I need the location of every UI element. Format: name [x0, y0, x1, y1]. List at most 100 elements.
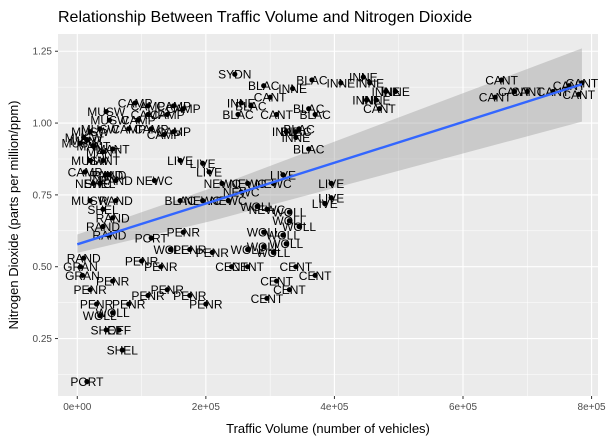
data-point-label: LIVE: [196, 165, 222, 179]
data-point: [158, 264, 164, 270]
data-point-label: INNE: [352, 94, 381, 108]
data-point-label: PORT: [70, 375, 104, 389]
data-point: [100, 206, 106, 212]
data-point: [100, 223, 106, 230]
data-point-label: BLAC: [164, 194, 196, 208]
data-point: [138, 258, 145, 264]
data-point: [97, 312, 103, 319]
data-point-label: SHEL: [84, 177, 116, 191]
data-point: [90, 143, 96, 149]
x-tick-label: 4e+05: [320, 402, 349, 413]
data-point-label: MANT: [86, 154, 121, 168]
data-point-label: CANT: [479, 91, 512, 105]
data-point: [200, 198, 206, 204]
data-point: [228, 264, 235, 270]
data-point-label: CENT: [273, 283, 306, 297]
y-axis-ticks: 0.25 0.50 0.75 1.00 1.25: [33, 47, 58, 345]
data-point-label: MUSW: [81, 122, 120, 136]
data-point: [200, 160, 206, 166]
data-point-label: PENR: [112, 298, 146, 312]
data-point-label: CAMP: [147, 128, 182, 142]
data-point: [77, 140, 84, 146]
data-point-label: WOLL: [247, 226, 281, 240]
data-point-label: SYDN: [218, 68, 251, 82]
data-point-label: BLAC: [280, 125, 312, 139]
data-point-label: PENR: [73, 283, 107, 297]
data-point: [100, 157, 106, 164]
data-point: [87, 287, 93, 293]
data-point: [177, 157, 183, 164]
data-point: [100, 149, 106, 155]
data-point: [363, 97, 370, 103]
data-point: [373, 97, 379, 103]
data-point-label: OFF: [107, 323, 131, 337]
data-point: [84, 137, 90, 143]
plot-panel: [58, 34, 598, 396]
data-point-label: CAMP: [111, 122, 146, 136]
data-points: [77, 71, 585, 385]
data-point: [84, 379, 90, 385]
data-point: [103, 108, 109, 115]
data-point-label: BLAC: [248, 79, 280, 93]
data-point: [273, 278, 280, 284]
data-point: [283, 129, 289, 135]
data-point-label: WOLL: [256, 246, 290, 260]
data-point: [338, 80, 344, 86]
data-point-label: PENR: [173, 289, 207, 303]
data-point-label: PORT: [135, 231, 169, 245]
data-point-label: PENR: [80, 298, 114, 312]
data-point-label: MUSW: [62, 137, 101, 151]
x-axis-title: Traffic Volume (number of vehicles): [226, 421, 430, 436]
data-point-label: CAMP: [166, 102, 201, 116]
data-point-label: BLAC: [299, 108, 331, 122]
y-tick-label: 0.50: [33, 262, 53, 273]
data-point: [79, 272, 86, 278]
data-point-label: CAMP: [150, 108, 185, 122]
data-point: [171, 103, 177, 109]
data-point-label: CENT: [215, 260, 248, 274]
data-point-label: CAMP: [131, 108, 166, 122]
data-point: [261, 83, 267, 89]
data-point-label: MANT: [96, 142, 131, 156]
data-point: [254, 203, 260, 209]
data-point: [106, 117, 113, 123]
data-point-label: CAMP: [131, 99, 166, 113]
data-point-label: WOLL: [153, 243, 187, 257]
data-point-label: WOLL: [96, 306, 130, 320]
data-point: [113, 198, 119, 204]
data-point: [132, 100, 138, 106]
data-point: [306, 106, 312, 112]
data-point: [309, 77, 315, 83]
data-point-label: CAMP: [121, 114, 156, 128]
x-tick-label: 2e+05: [192, 402, 221, 413]
data-point-label: CAMP: [134, 122, 169, 136]
data-point-label: WOLL: [272, 206, 306, 220]
x-tick-label: 6e+05: [449, 402, 478, 413]
data-point-label: INNE: [327, 76, 356, 90]
x-axis-ticks: 0e+00 2e+05 4e+05 6e+05 8e+05: [63, 396, 606, 413]
data-point-label: CANT: [260, 108, 293, 122]
data-point-label: INNE: [381, 85, 410, 99]
data-point: [312, 111, 318, 118]
data-point: [203, 301, 209, 307]
data-point: [312, 272, 318, 278]
trend-line-layer: [76, 83, 583, 246]
data-point: [110, 215, 116, 221]
x-tick-label: 0e+00: [63, 402, 92, 413]
data-point-label: INNE: [227, 96, 256, 110]
data-point: [103, 327, 109, 333]
data-point-label: BLAC: [222, 108, 254, 122]
data-point-label: WOLL: [272, 214, 306, 228]
data-point: [113, 177, 119, 184]
data-point: [245, 264, 251, 270]
y-tick-label: 0.75: [33, 190, 53, 201]
data-point-label: INNE: [349, 71, 378, 85]
data-point: [245, 180, 251, 186]
data-point: [376, 106, 383, 112]
data-point-label: INNE: [355, 76, 384, 90]
data-point-label: MUSW: [71, 125, 110, 139]
data-point: [286, 287, 293, 293]
data-point: [77, 264, 84, 270]
data-point: [367, 80, 373, 86]
data-point: [119, 347, 125, 353]
